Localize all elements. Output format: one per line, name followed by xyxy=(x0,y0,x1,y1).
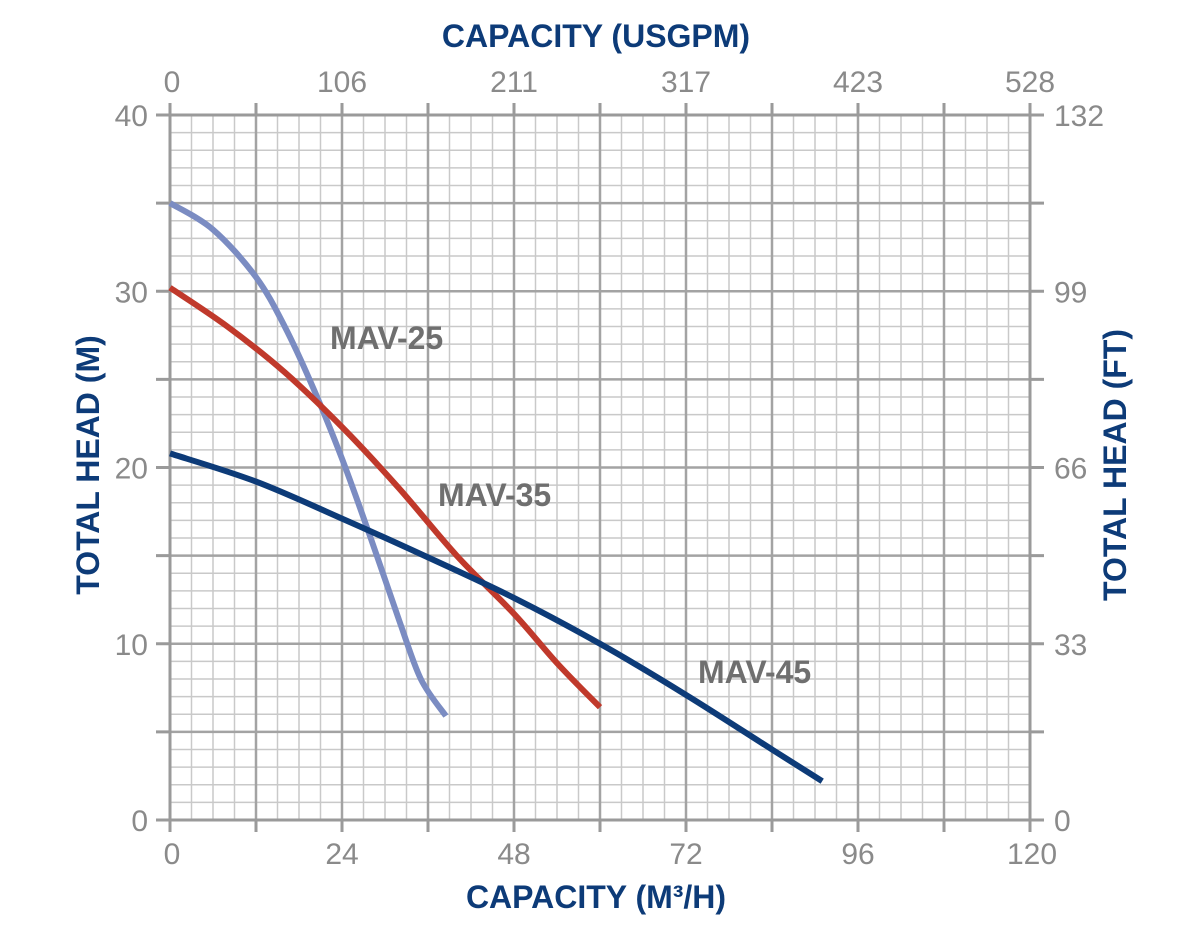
series-layer xyxy=(168,200,824,784)
series-line-mav-45 xyxy=(169,450,824,784)
x-axis-bottom-title: CAPACITY (M³/H) xyxy=(466,879,726,915)
y-axis-right-title: TOTAL HEAD (FT) xyxy=(1097,329,1133,601)
y-tick-label-left: 40 xyxy=(115,100,148,133)
curve-label-mav-25: MAV-25 xyxy=(330,320,443,356)
x-tick-label-top: 317 xyxy=(661,66,711,99)
y-tick-label-left: 30 xyxy=(115,276,148,309)
x-tick-label-top: 106 xyxy=(317,66,367,99)
tick-marks xyxy=(156,103,1044,832)
x-tick-label-bottom: 24 xyxy=(325,838,358,871)
grid-major xyxy=(170,115,1030,820)
x-tick-label-bottom: 0 xyxy=(164,838,181,871)
x-tick-label-top: 211 xyxy=(490,66,538,99)
x-tick-label-top: 423 xyxy=(833,66,883,99)
y-tick-label-left: 20 xyxy=(115,453,148,486)
y-axis-left-title: TOTAL HEAD (M) xyxy=(70,335,106,595)
y-tick-label-left: 0 xyxy=(131,805,148,838)
plot-frame xyxy=(168,113,1032,822)
y-tick-label-left: 10 xyxy=(115,629,148,662)
y-tick-label-right: 132 xyxy=(1054,100,1104,133)
x-tick-label-bottom: 96 xyxy=(841,838,874,871)
y-tick-label-right: 66 xyxy=(1054,453,1087,486)
y-tick-label-right: 33 xyxy=(1054,629,1087,662)
x-tick-label-top: 0 xyxy=(164,66,181,99)
x-axis-top-title: CAPACITY (USGPM) xyxy=(442,18,750,54)
x-tick-label-bottom: 120 xyxy=(1007,838,1057,871)
y-tick-label-right: 0 xyxy=(1054,805,1071,838)
series-line-mav-35 xyxy=(168,285,603,710)
x-tick-label-bottom: 48 xyxy=(497,838,530,871)
x-tick-label-bottom: 72 xyxy=(669,838,702,871)
y-tick-label-right: 99 xyxy=(1054,276,1087,309)
x-tick-label-top: 528 xyxy=(1005,66,1055,99)
curve-label-mav-35: MAV-35 xyxy=(438,477,551,513)
series-line-mav-25 xyxy=(168,200,449,718)
curve-label-mav-45: MAV-45 xyxy=(698,654,811,690)
